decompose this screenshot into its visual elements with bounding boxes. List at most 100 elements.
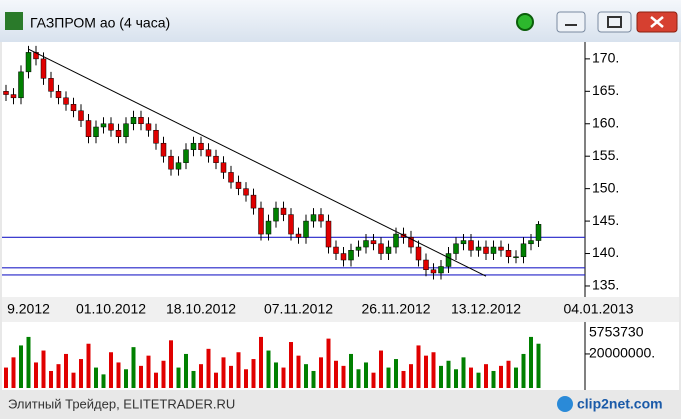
candle-body xyxy=(10,94,17,99)
volume-bar xyxy=(206,348,211,388)
candle-body xyxy=(70,104,77,112)
volume-bar xyxy=(229,365,233,388)
volume-bar xyxy=(176,367,181,388)
volume-bar xyxy=(484,364,488,388)
app-icon xyxy=(5,12,23,30)
volume-bar xyxy=(289,342,293,388)
close-icon xyxy=(650,16,664,28)
candle-body xyxy=(520,243,527,258)
candle-body xyxy=(318,214,324,222)
volume-bar xyxy=(49,370,53,388)
volume-bar xyxy=(41,350,46,388)
candle-body xyxy=(483,246,489,254)
candle-body xyxy=(190,142,197,150)
volume-bar xyxy=(364,362,368,388)
volume-bar xyxy=(431,352,436,388)
volume-bar xyxy=(236,352,241,388)
volume-bar xyxy=(139,365,143,388)
volume-bar xyxy=(274,362,278,388)
y-tick-label: 150. xyxy=(592,179,619,195)
y-tick-label: 165. xyxy=(592,82,619,98)
maximize-icon xyxy=(607,16,622,28)
candle-body xyxy=(453,243,459,254)
volume-bar xyxy=(439,365,443,388)
candle-body xyxy=(108,123,114,131)
candle-body xyxy=(123,123,129,137)
volume-bar xyxy=(4,367,8,388)
x-tick-label: 04.01.2013 xyxy=(563,301,633,317)
date-axis xyxy=(2,297,679,322)
candle-body xyxy=(55,91,62,99)
candle-body xyxy=(438,266,444,274)
volume-bar xyxy=(251,359,256,388)
x-tick-label: 18.10.2012 xyxy=(166,301,236,317)
candle-body xyxy=(25,52,32,73)
maximize-button[interactable] xyxy=(597,11,632,33)
volume-bar xyxy=(199,364,203,388)
volume-bar xyxy=(416,345,421,388)
x-tick-label: 9.2012 xyxy=(7,301,50,317)
volume-bar xyxy=(446,360,451,388)
candle-body xyxy=(228,172,234,183)
footer-logo: clip2net.com xyxy=(577,396,663,412)
candle-body xyxy=(303,220,309,238)
volume-bar xyxy=(506,360,511,388)
volume-bar xyxy=(341,365,346,388)
volume-bar xyxy=(461,357,466,388)
candle-body xyxy=(370,240,377,245)
volume-bar xyxy=(214,372,218,388)
volume-bar xyxy=(244,369,248,388)
candle-body xyxy=(348,250,354,261)
volume-bar xyxy=(371,372,376,388)
trendline xyxy=(28,48,487,277)
volume-bar xyxy=(86,343,91,388)
candle-body xyxy=(93,126,99,137)
candle-body xyxy=(40,58,47,79)
volume-bar xyxy=(64,353,68,388)
volume-bar xyxy=(424,355,428,388)
volume-bar xyxy=(499,365,503,388)
candle-body xyxy=(85,120,92,137)
volume-bar xyxy=(521,353,526,388)
candle-body xyxy=(408,237,414,248)
volume-bar xyxy=(191,370,196,388)
candle-body xyxy=(430,269,437,274)
candle-body xyxy=(198,142,204,150)
candle-body xyxy=(235,181,242,189)
volume-bar xyxy=(326,338,331,388)
candle-body xyxy=(423,259,429,270)
candle-body xyxy=(340,253,347,261)
volume-bar xyxy=(109,352,113,388)
volume-bar xyxy=(319,357,323,388)
volume-bar xyxy=(401,370,406,388)
candle-body xyxy=(490,246,497,254)
price-pane xyxy=(2,42,679,297)
volume-bar xyxy=(26,336,31,388)
volume-bar xyxy=(536,343,541,388)
candle-body xyxy=(145,123,152,131)
candle-body xyxy=(325,220,332,248)
volume-bar xyxy=(161,360,166,388)
candle-body xyxy=(310,214,317,222)
volume-bar xyxy=(146,355,151,388)
candle-body xyxy=(243,188,249,196)
volume-bar xyxy=(356,369,361,388)
volume-bar xyxy=(221,357,226,388)
volume-bar xyxy=(266,350,271,388)
candle-body xyxy=(363,240,369,248)
volume-bar xyxy=(11,357,16,388)
volume-bar xyxy=(311,370,316,388)
candle-body xyxy=(213,155,219,163)
candle-body xyxy=(205,149,212,157)
volume-bar xyxy=(476,372,481,388)
candle-body xyxy=(288,214,294,235)
candle-body xyxy=(258,207,264,235)
candle-body xyxy=(280,207,287,215)
volume-bar xyxy=(394,359,398,388)
volume-bar xyxy=(71,372,76,388)
candle-body xyxy=(415,246,422,261)
minimize-button[interactable] xyxy=(556,11,586,33)
volume-bar xyxy=(529,336,533,388)
candle-body xyxy=(160,142,167,157)
